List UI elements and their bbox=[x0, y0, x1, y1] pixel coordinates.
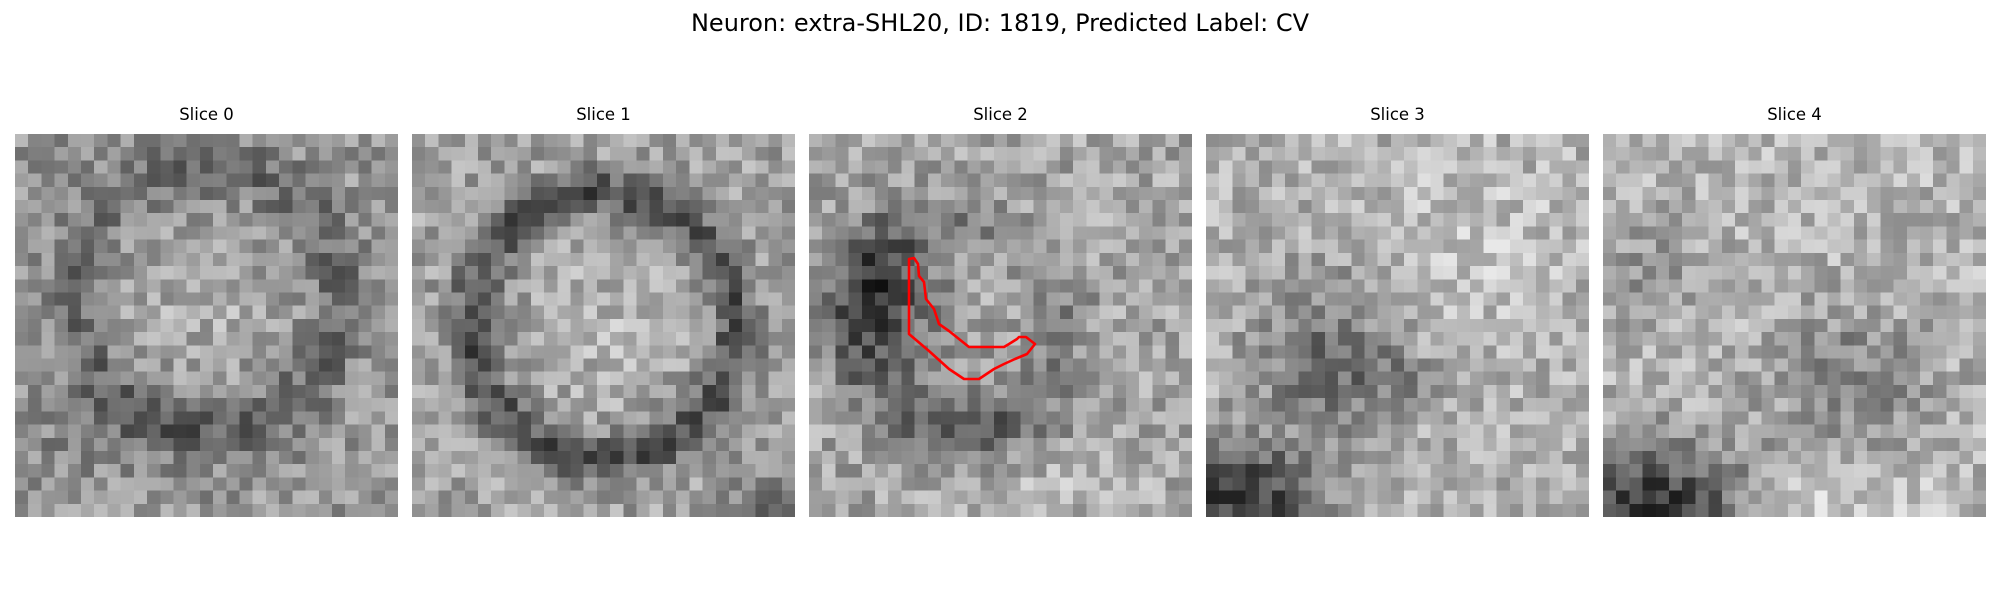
slice-title-2: Slice 2 bbox=[973, 105, 1028, 124]
slice-image-4 bbox=[1603, 134, 1986, 517]
segmentation-contour bbox=[907, 256, 1037, 381]
slice-title-0: Slice 0 bbox=[179, 105, 234, 124]
slice-title-1: Slice 1 bbox=[576, 105, 631, 124]
slice-image-2 bbox=[809, 134, 1192, 517]
slice-image-3 bbox=[1206, 134, 1589, 517]
figure-title: Neuron: extra-SHL20, ID: 1819, Predicted… bbox=[690, 9, 1310, 37]
slice-title-4: Slice 4 bbox=[1767, 105, 1822, 124]
slice-image-1 bbox=[412, 134, 795, 517]
slice-image-0 bbox=[15, 134, 398, 517]
segmentation-contour-overlay bbox=[907, 256, 1037, 381]
slice-title-3: Slice 3 bbox=[1370, 105, 1425, 124]
